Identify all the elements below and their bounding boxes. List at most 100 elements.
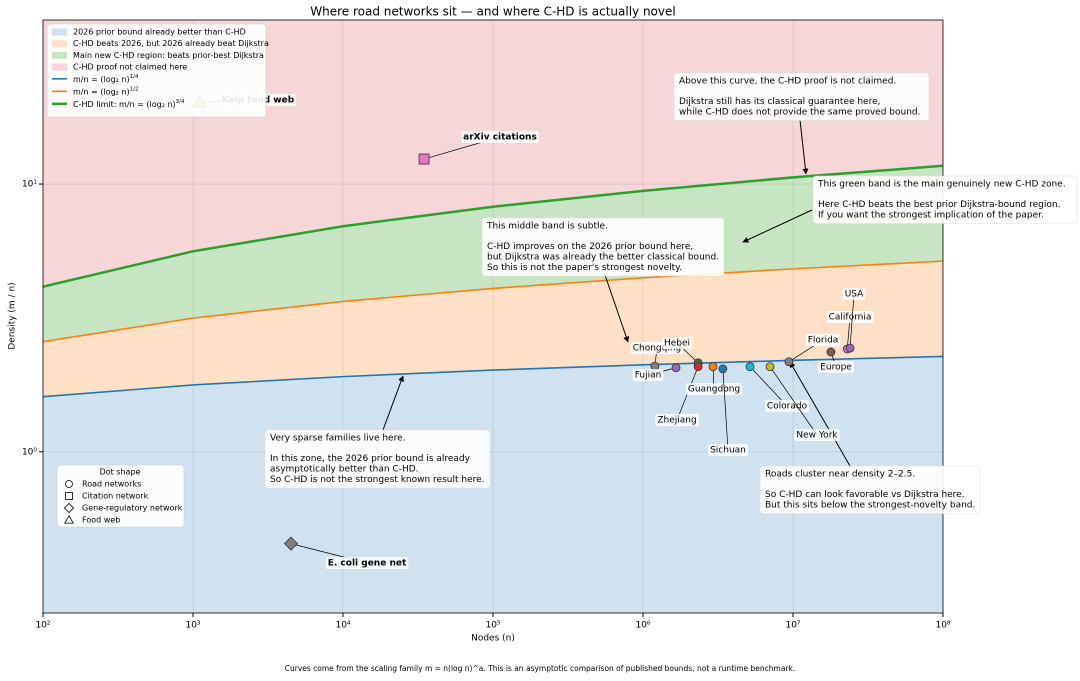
annotation-arrow [604,274,630,343]
legend: 2026 prior bound already better than C-H… [46,23,269,118]
annotation-text: Roads cluster near density 2–2.5. [765,470,915,480]
annotation-box [812,175,1078,224]
region-fill [43,261,943,397]
data-point [784,357,794,367]
legend-swatch [52,28,67,36]
annotation-text: This green band is the main genuinely ne… [817,180,1066,190]
label-box [794,429,840,441]
annotation-box [481,217,725,277]
label-box [685,383,743,395]
legend-label: 2026 prior bound already better than C-H… [73,28,246,37]
label-box [325,557,409,569]
x-axis-label: Nodes (n) [471,634,515,644]
y-tick-label: 10¹ [22,180,37,190]
label-box [661,337,693,349]
label-leader [749,366,788,407]
annotation-text: But this sits below the strongest-novelt… [765,501,975,511]
data-point [418,153,430,165]
legend-marker [64,514,74,524]
point-label: USA [845,290,864,300]
point-label: California [829,313,872,323]
point-label: Florida [808,336,839,346]
point-label: Guangdong [688,385,740,395]
data-point [718,364,728,374]
data-point [671,363,681,373]
legend-marker [65,480,73,488]
curve-line [43,164,943,288]
x-tick-label: 10⁵ [485,621,500,631]
data-point [283,536,299,551]
label-leader [722,368,729,451]
plot-frame [42,19,944,614]
legend-swatch [52,51,67,59]
annotation-text: So this is not the paper's strongest nov… [487,263,682,273]
label-box [708,444,748,456]
data-point [845,343,855,353]
data-point [650,361,660,371]
legend-swatch [52,40,67,48]
annotation-text: This middle band is subtle. [486,222,608,232]
legend-label-base: C-HD limit: m/n = (log₂ n) [73,99,176,108]
point-label: Hebei [664,339,690,349]
y-tick-label: 10⁰ [22,447,37,457]
annotation: This green band is the main genuinely ne… [812,175,1078,224]
label-leader [769,366,818,436]
point-label: Europe [820,363,852,373]
legend-label: C-HD beats 2026, but 2026 already beat D… [73,39,269,48]
annotation-arrow [799,119,809,175]
data-point [708,362,718,372]
label-box [842,288,866,300]
annotation-text: So C-HD is not the strongest known resul… [270,475,485,485]
legend-label: Main new C-HD region: beats prior-best D… [73,51,264,60]
label-box [764,400,810,412]
point-label: E. coli gene net [328,559,407,569]
annotation-text: but Dijkstra was already the better clas… [487,253,719,263]
label-leader [849,293,855,349]
legend-label-base: m/n = (log₂ n) [73,74,130,83]
legend-box [46,23,267,118]
annotation: Very sparse families live here. In this z… [264,429,491,489]
label-box [818,361,854,373]
legend-label: Gene-regulatory network [82,504,183,513]
legend-label-exponent: 3/4 [176,98,185,104]
legend-label: Citation network [82,492,149,501]
legend-label: Road networks [82,480,141,489]
annotation-text: So C-HD can look favorable vs Dijkstra h… [765,490,965,500]
x-tick-label: 10³ [185,621,200,631]
label-box [826,311,874,323]
point-label: Chongqing [633,344,682,354]
marker-legend: Dot shape Road networks Citation network Ge… [56,464,185,528]
x-tick-label: 10⁴ [335,621,350,631]
point-label: New York [796,431,838,441]
legend-swatch [52,63,67,71]
annotation-text: C-HD improves on the 2026 prior bound he… [487,242,693,252]
x-tick-label: 10⁸ [935,621,950,631]
legend-label: m/n = (log₂ n)1/4 [73,73,139,83]
data-point [693,362,703,372]
x-tick-label: 10⁷ [785,621,800,631]
point-label: Colorado [767,402,808,412]
legend-title: Dot shape [100,468,141,477]
annotation-box [759,465,981,514]
legend-label: m/n = (log₂ n)1/2 [73,86,138,96]
data-point [826,347,836,357]
chart-title: Where road networks sit — and where C-HD… [310,5,675,19]
data-point [745,362,755,372]
label-box [655,414,699,426]
annotation-arrow [742,209,813,243]
point-label: arXiv citations [463,133,537,143]
point-label: Fujian [635,371,662,381]
legend-label-base: m/n = (log₂ n) [73,87,130,96]
legend-box [56,464,185,528]
data-point [765,362,775,372]
label-box [632,369,664,381]
annotation-arrow [789,361,851,467]
caption: Curves come from the scaling family m = … [285,664,796,673]
point-label: Sichuan [710,446,746,456]
annotation-text: In this zone, the 2026 prior bound is al… [270,454,471,464]
annotation-box [673,72,930,121]
label-box [805,334,841,346]
curve-line [43,260,943,343]
legend-label-exponent: 1/2 [130,86,139,92]
